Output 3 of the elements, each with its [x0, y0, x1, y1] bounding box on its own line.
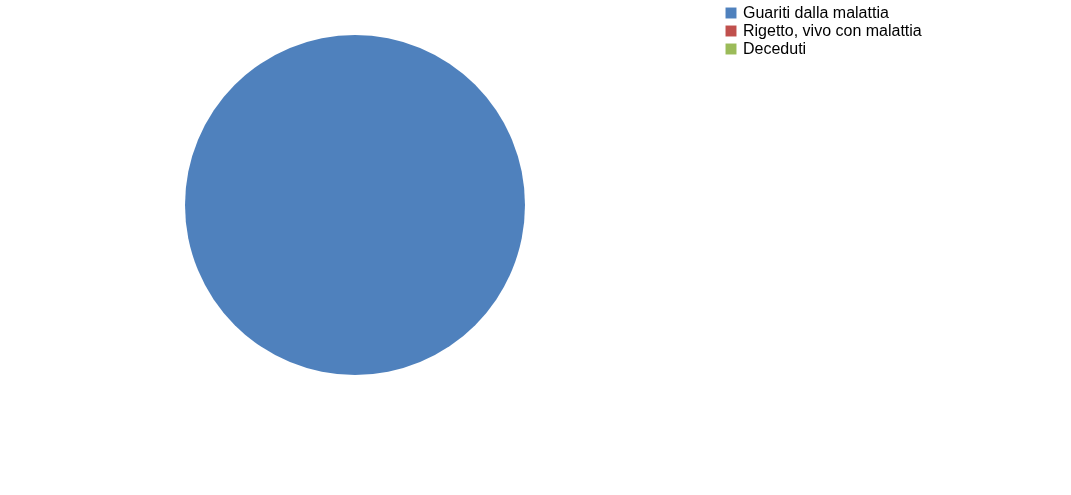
legend-label: Rigetto, vivo con malattia — [743, 22, 922, 39]
legend-label: Deceduti — [743, 40, 807, 57]
legend-label: Guariti dalla malattia — [743, 4, 889, 21]
